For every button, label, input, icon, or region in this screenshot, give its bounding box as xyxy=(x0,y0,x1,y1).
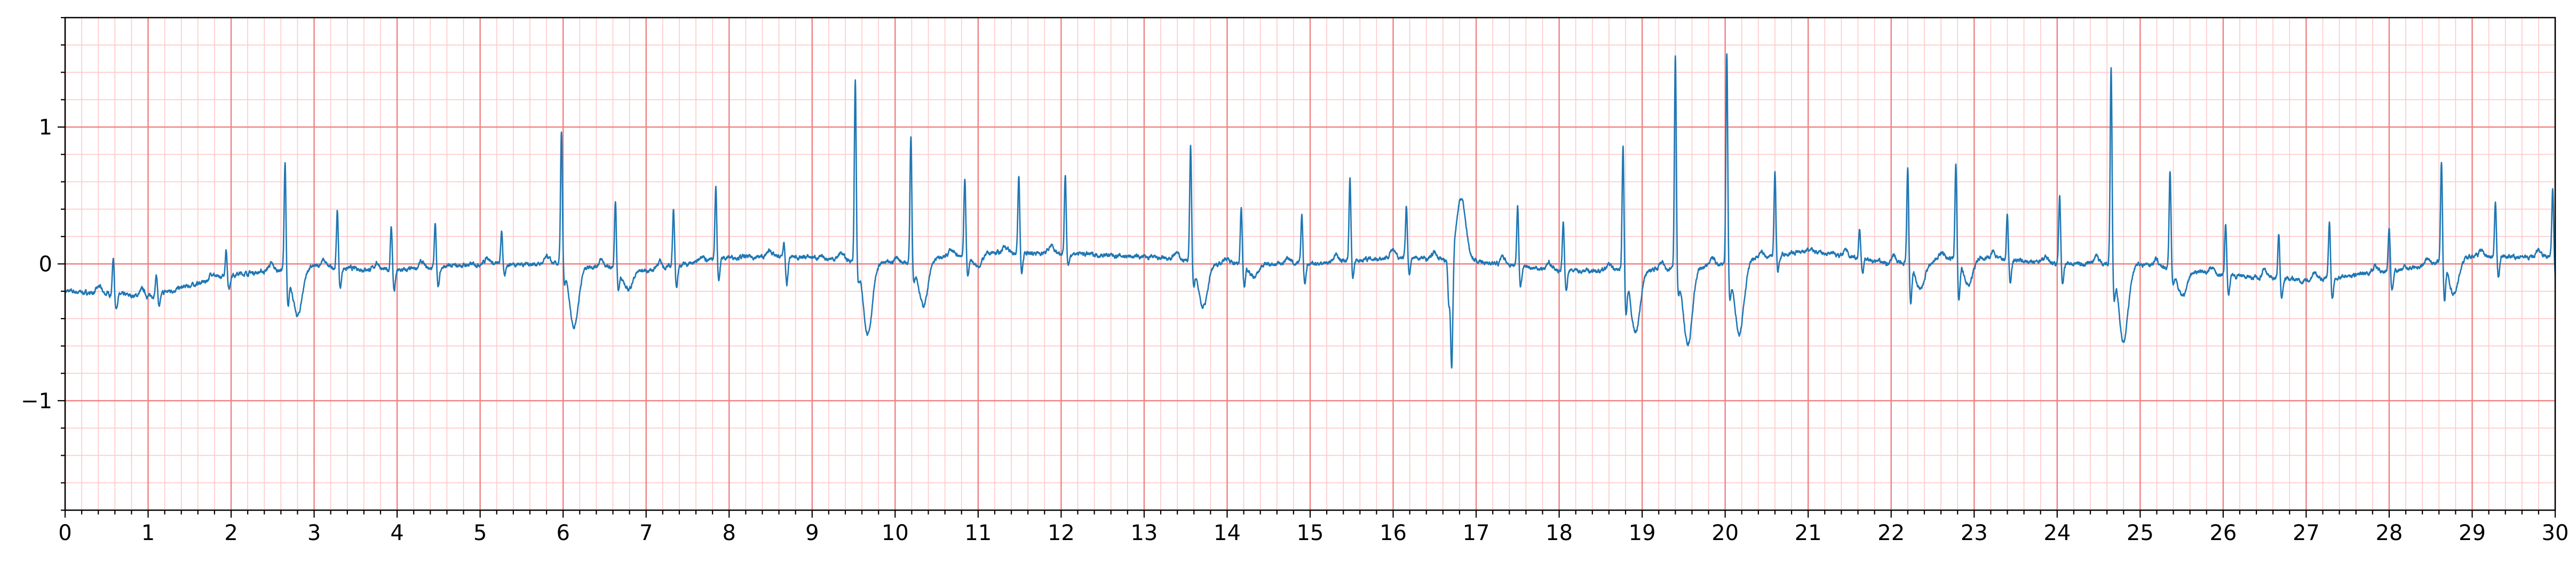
x-tick-label: 15 xyxy=(1297,521,1324,545)
x-tick-label: 14 xyxy=(1214,521,1241,545)
x-tick-label: 12 xyxy=(1048,521,1075,545)
x-tick-label: 17 xyxy=(1463,521,1490,545)
x-tick-label: 9 xyxy=(805,521,819,545)
x-tick-label: 25 xyxy=(2127,521,2154,545)
y-tick-label: −1 xyxy=(21,389,52,414)
x-tick-label: 13 xyxy=(1130,521,1158,545)
x-tick-label: 8 xyxy=(723,521,736,545)
x-tick-label: 3 xyxy=(307,521,321,545)
x-tick-label: 5 xyxy=(473,521,487,545)
y-tick-label: 1 xyxy=(39,115,52,140)
x-tick-label: 16 xyxy=(1380,521,1407,545)
x-tick-label: 18 xyxy=(1545,521,1573,545)
x-tick-label: 19 xyxy=(1629,521,1656,545)
x-tick-label: 6 xyxy=(556,521,569,545)
x-tick-label: 23 xyxy=(1961,521,1988,545)
x-tick-label: 0 xyxy=(58,521,72,545)
x-tick-label: 26 xyxy=(2209,521,2237,545)
x-tick-label: 22 xyxy=(1877,521,1905,545)
x-tick-label: 4 xyxy=(390,521,403,545)
x-tick-label: 27 xyxy=(2293,521,2320,545)
x-tick-label: 7 xyxy=(639,521,653,545)
y-tick-label: 0 xyxy=(39,252,52,277)
y-axis: −1 0 1 xyxy=(21,17,65,511)
x-tick-label: 24 xyxy=(2043,521,2071,545)
x-tick-label: 1 xyxy=(141,521,155,545)
x-axis: 0 1 2 3 4 5 6 7 8 9 10 11 12 13 14 15 16 17 18 19 20 21 22 23 24… xyxy=(58,510,2569,545)
x-tick-label: 30 xyxy=(2542,521,2569,545)
x-tick-label: 20 xyxy=(1711,521,1739,545)
ecg-series-line xyxy=(64,53,2556,369)
x-tick-label: 29 xyxy=(2459,521,2486,545)
x-tick-label: 11 xyxy=(964,521,992,545)
x-tick-label: 28 xyxy=(2375,521,2403,545)
x-tick-label: 10 xyxy=(882,521,909,545)
x-tick-label: 2 xyxy=(224,521,237,545)
x-tick-label: 21 xyxy=(1795,521,1822,545)
